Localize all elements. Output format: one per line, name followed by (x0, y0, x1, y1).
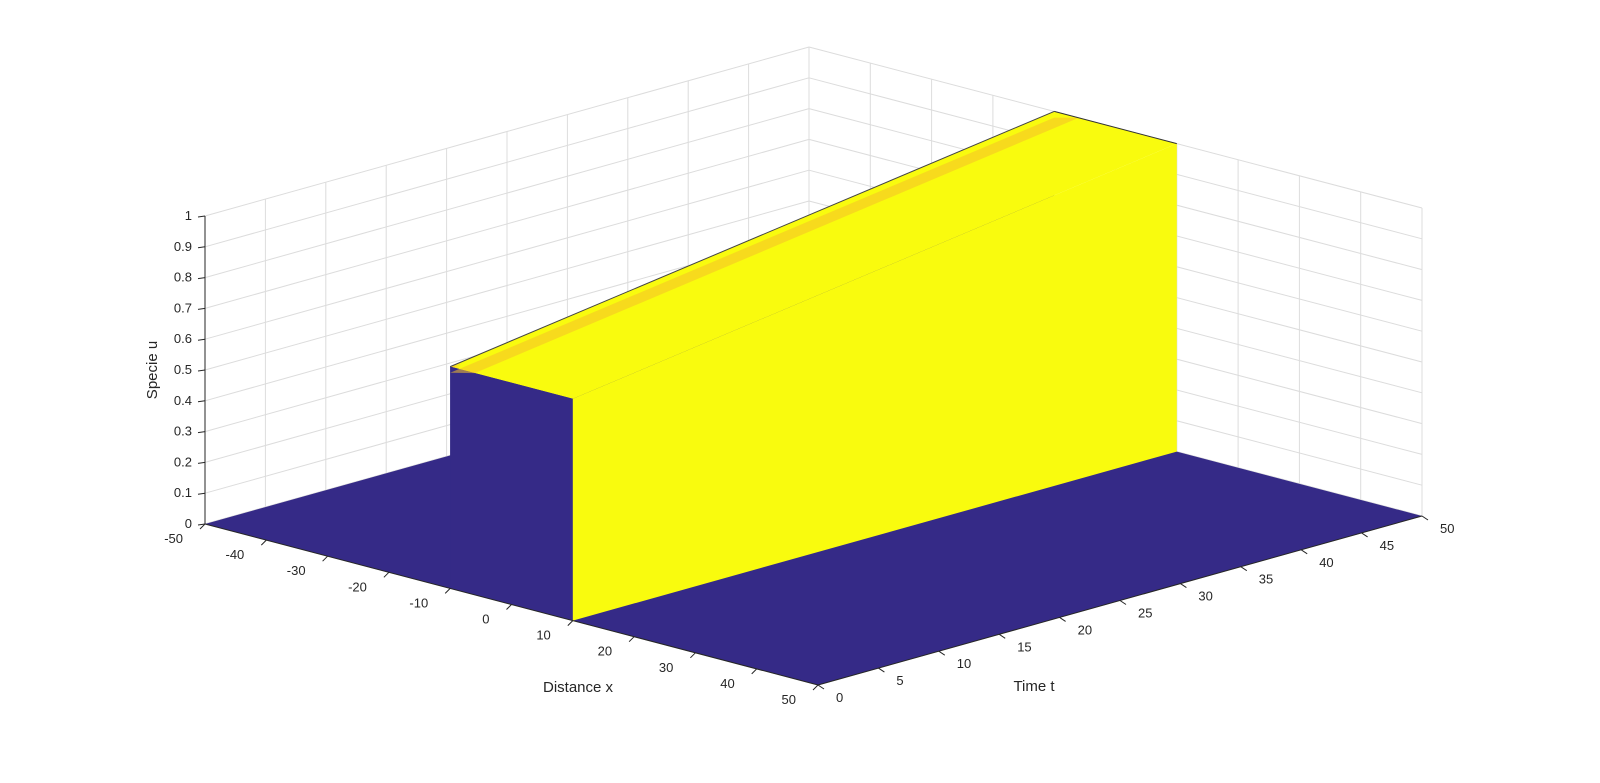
z-tick-label: 1 (185, 208, 192, 223)
x-tick-label: 30 (659, 660, 673, 675)
z-tick (197, 461, 206, 464)
x-tick-label: 40 (720, 676, 734, 691)
t-tick-label: 10 (957, 656, 971, 671)
surface-edge (450, 110, 1055, 368)
t-tick (1361, 532, 1368, 538)
z-tick-label: 0.2 (174, 454, 192, 469)
t-tick-label: 15 (1017, 639, 1031, 654)
z-tick-label: 0.4 (174, 393, 192, 408)
x-tick-label: 0 (482, 612, 489, 627)
t-tick-label: 30 (1198, 589, 1212, 604)
z-tick-label: 0.1 (174, 485, 192, 500)
x-tick (444, 588, 451, 594)
t-tick (1119, 600, 1127, 605)
z-tick (197, 369, 206, 372)
z-tick-label: 0 (185, 516, 192, 531)
axes (197, 215, 1429, 691)
t-tick (1240, 566, 1248, 572)
x-tick (506, 604, 512, 610)
surface (205, 110, 1422, 685)
t-tick (998, 633, 1006, 639)
t-tick-label: 0 (836, 690, 843, 705)
z-tick (197, 215, 206, 218)
x-tick-label: -30 (287, 563, 306, 578)
t-tick-label: 35 (1259, 572, 1273, 587)
t-tick-label: 40 (1319, 555, 1333, 570)
t-tick (1059, 616, 1066, 622)
t-tick-label: 5 (896, 673, 903, 688)
z-tick (197, 246, 206, 249)
x-axis-label: Distance x (543, 679, 614, 696)
z-tick (197, 492, 206, 495)
x-tick-label: -10 (409, 595, 428, 610)
z-tick (197, 307, 206, 310)
t-tick-label: 20 (1078, 622, 1092, 637)
surface-front-face (450, 366, 573, 621)
x-tick (751, 668, 758, 675)
x-tick (812, 684, 819, 691)
x-tick (199, 523, 206, 530)
x-tick (322, 555, 328, 562)
surface-top (450, 111, 1177, 399)
t-tick-label: 25 (1138, 606, 1152, 621)
z-tick-label: 0.5 (174, 362, 192, 377)
x-tick-label: -50 (164, 531, 183, 546)
x-tick-label: 10 (536, 628, 550, 643)
t-tick (938, 650, 946, 656)
t-tick (878, 667, 885, 673)
surface-edge (1054, 110, 1177, 145)
x-tick (260, 539, 267, 546)
z-tick (197, 338, 206, 341)
x-tick (567, 620, 574, 626)
surface-ridge-band (450, 117, 1079, 374)
z-tick-label: 0.7 (174, 300, 192, 315)
t-tick (1180, 583, 1187, 589)
z-tick (197, 277, 206, 280)
x-tick-label: -40 (226, 547, 245, 562)
tick-labels: 0 0.1 0.2 0.3 0.4 0.5 0.6 0.7 0.8 0.9 1 -50 -40 -30 -2… (164, 208, 1454, 707)
z-tick-label: 0.8 (174, 270, 192, 285)
t-tick (1421, 515, 1429, 521)
z-tick (197, 400, 206, 403)
t-tick (1300, 549, 1308, 555)
x-tick (628, 636, 635, 643)
x-tick (690, 652, 696, 659)
y-axis-label: Time t (1013, 678, 1055, 695)
x-tick-label: 50 (782, 692, 796, 707)
t-tick-label: 45 (1380, 538, 1394, 553)
x-tick-label: -20 (348, 579, 367, 594)
surface-right-face (572, 143, 1177, 621)
t-tick (817, 684, 825, 690)
z-tick-label: 0.9 (174, 239, 192, 254)
t-tick-label: 50 (1440, 521, 1454, 536)
z-axis-label: Specie u (144, 341, 161, 399)
z-tick (197, 523, 206, 526)
x-tick (383, 571, 390, 578)
x-tick-label: 20 (598, 644, 612, 659)
z-tick-label: 0.6 (174, 331, 192, 346)
z-tick-label: 0.3 (174, 424, 192, 439)
z-tick (197, 431, 206, 434)
